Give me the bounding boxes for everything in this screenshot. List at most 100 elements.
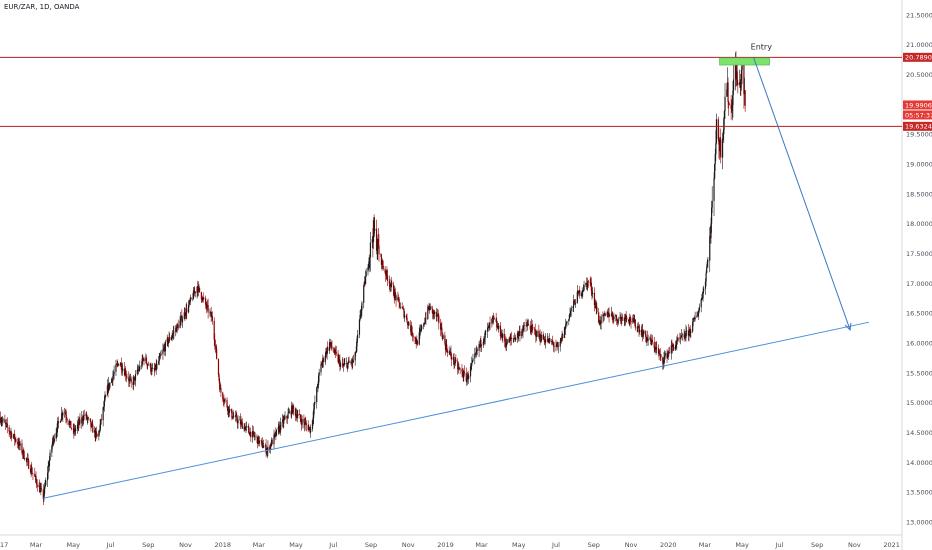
- candle-body: [343, 364, 345, 366]
- candle-body: [446, 344, 448, 350]
- x-tick-label: Nov: [848, 541, 861, 549]
- candle-body: [181, 319, 184, 323]
- candle-body: [623, 317, 625, 322]
- candle-body: [696, 315, 699, 317]
- candle-body: [740, 79, 742, 88]
- candle-body: [681, 334, 683, 336]
- candle-body: [104, 396, 106, 401]
- candle-body: [38, 485, 40, 488]
- candle-body: [658, 353, 660, 355]
- candle-body: [241, 421, 243, 423]
- candle-body: [180, 317, 182, 321]
- candle-body: [355, 352, 357, 353]
- candle-body: [401, 306, 403, 308]
- candle-body: [167, 338, 169, 344]
- candle-body: [81, 417, 83, 421]
- candle-body: [547, 338, 549, 343]
- candle-body: [538, 330, 540, 337]
- candle-body: [187, 304, 190, 313]
- candle-body: [194, 291, 196, 293]
- candle-body: [377, 239, 379, 246]
- candle-body: [197, 286, 199, 292]
- candle-body: [448, 351, 450, 353]
- candle-body: [371, 239, 373, 243]
- candle-body: [407, 322, 409, 325]
- candle-body: [330, 342, 332, 347]
- candle-body: [666, 353, 668, 358]
- candle-body: [261, 440, 263, 442]
- candle-body: [52, 437, 54, 442]
- candle-body: [504, 333, 506, 342]
- candle-body: [153, 367, 156, 371]
- candle-body: [75, 428, 77, 432]
- candle-body: [446, 349, 448, 353]
- y-tick-label: 21.00000: [906, 41, 932, 49]
- candle-body: [13, 434, 15, 437]
- candle-body: [87, 417, 89, 419]
- candle-body: [294, 409, 296, 416]
- candle-body: [466, 379, 468, 382]
- candle-body: [331, 346, 333, 349]
- candle-body: [125, 376, 127, 377]
- candle-body: [406, 317, 408, 323]
- candle-body: [671, 344, 674, 347]
- candle-body: [570, 310, 572, 314]
- candle-body: [518, 331, 520, 334]
- candle-body: [599, 320, 601, 325]
- x-tick-label: Sep: [588, 541, 600, 549]
- candle-body: [642, 333, 644, 337]
- candle-body: [228, 406, 230, 413]
- candle-body: [581, 293, 583, 296]
- candle-body: [463, 371, 465, 378]
- candle-body: [706, 266, 708, 273]
- candle-body: [275, 432, 277, 436]
- candle-body: [27, 458, 29, 460]
- candle-body: [531, 325, 533, 327]
- candle-body: [8, 427, 10, 432]
- candle-body: [527, 323, 530, 326]
- candle-body: [177, 324, 179, 329]
- candle-body: [546, 338, 549, 340]
- candle-body: [386, 275, 389, 281]
- candle-body: [629, 317, 631, 322]
- candle-body: [309, 427, 311, 433]
- candle-body: [168, 336, 170, 341]
- candle-body: [250, 431, 252, 438]
- candle-body: [705, 272, 707, 282]
- candle-body: [495, 318, 497, 322]
- candle-body: [202, 297, 204, 299]
- candle-body: [412, 335, 414, 337]
- candle-body: [172, 331, 174, 334]
- candle-body: [66, 419, 68, 421]
- candle-body: [350, 362, 353, 364]
- candle-body: [380, 254, 382, 255]
- candle-body: [530, 329, 532, 333]
- candle-body: [679, 337, 682, 339]
- candle-body: [431, 306, 433, 310]
- candle-body: [235, 415, 237, 416]
- candle-body: [591, 292, 594, 294]
- candle-body: [311, 420, 314, 430]
- candle-body: [453, 357, 455, 364]
- candle-body: [205, 304, 207, 308]
- candle-body: [560, 338, 562, 342]
- x-tick-label: Mar: [475, 541, 488, 549]
- candle-body: [493, 318, 495, 319]
- candle-body: [674, 345, 677, 350]
- candle-body: [109, 382, 111, 388]
- candle-body: [355, 346, 358, 353]
- candle-body: [162, 349, 164, 355]
- candle-body: [40, 488, 43, 490]
- candle-body: [321, 363, 323, 366]
- candle-body: [590, 282, 592, 283]
- candle-body: [239, 419, 241, 421]
- candle-body: [587, 281, 589, 283]
- candle-body: [599, 323, 602, 325]
- candle-body: [607, 312, 610, 317]
- candle-body: [394, 292, 396, 298]
- candle-body: [444, 335, 446, 344]
- candle-body: [459, 368, 461, 370]
- candle-body: [429, 306, 431, 311]
- candle-body: [48, 466, 50, 467]
